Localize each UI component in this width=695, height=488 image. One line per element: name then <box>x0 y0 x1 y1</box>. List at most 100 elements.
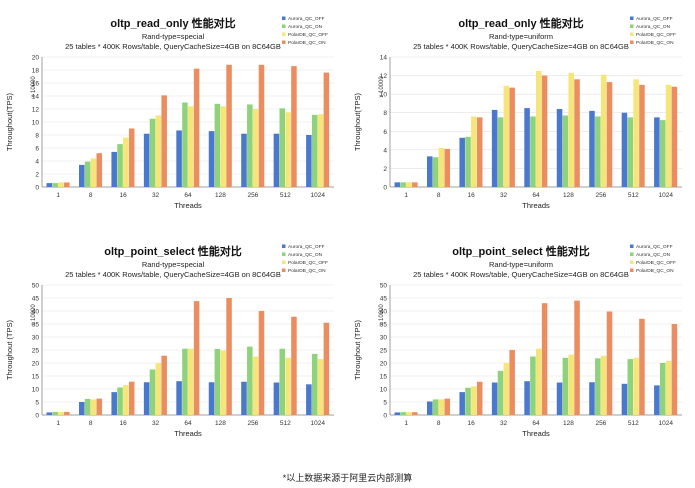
x-tick-label: 512 <box>628 420 639 427</box>
legend-label: PolarDB_QC_OFF <box>636 32 676 38</box>
y-tick-label: 10 <box>32 120 40 127</box>
bar-polardb-qc-off <box>406 412 412 415</box>
chart-subtitle-config: 25 tables * 400K Rows/table, QueryCacheS… <box>65 270 281 279</box>
bar-polardb-qc-off <box>252 356 259 415</box>
bar-polardb-qc-off <box>406 182 412 187</box>
footnote: *以上数据来源于阿里云内部测算 <box>282 473 413 483</box>
bar-aurora-qc-on <box>149 118 156 187</box>
legend-label: PolarDB_QC_ON <box>288 40 326 46</box>
x-tick-label: 256 <box>247 420 258 427</box>
x-tick-label: 8 <box>89 420 93 427</box>
chart-svg: oltp_point_select 性能对比Rand-type=special2… <box>5 244 334 438</box>
chart-subtitle-config: 25 tables * 400K Rows/table, QueryCacheS… <box>413 270 629 279</box>
bar-polardb-qc-on <box>323 322 330 415</box>
bar-polardb-qc-on <box>291 66 297 187</box>
legend-label: PolarDB_QC_OFF <box>288 32 328 38</box>
bar-polardb-qc-off <box>600 355 607 415</box>
legend-swatch <box>282 40 286 44</box>
bar-polardb-qc-off <box>90 399 97 415</box>
bar-aurora-qc-off <box>589 382 595 415</box>
y-tick-label: 10 <box>380 387 388 394</box>
bar-aurora-qc-on <box>182 102 188 187</box>
x-tick-label: 8 <box>437 420 441 427</box>
chart-subtitle-rand-type: Rand-type=special <box>142 32 205 41</box>
legend-swatch <box>630 260 634 264</box>
y-tick-label: 45 <box>32 296 40 303</box>
x-tick-label: 1024 <box>659 420 674 427</box>
bar-aurora-qc-on <box>562 115 569 187</box>
y-tick-label: 8 <box>383 110 387 117</box>
x-tick-label: 16 <box>119 420 127 427</box>
bar-polardb-qc-off <box>503 363 510 415</box>
chart-panel-read-only-special: oltp_read_only 性能对比 Rand-type=special 25 t… <box>0 10 347 235</box>
x-tick-label: 128 <box>563 192 574 199</box>
bar-aurora-qc-on <box>279 108 286 187</box>
bar-aurora-qc-on <box>627 117 634 187</box>
bar-polardb-qc-off <box>123 385 129 415</box>
bar-aurora-qc-on <box>311 353 318 415</box>
bar-aurora-qc-off <box>426 156 433 187</box>
bar-polardb-qc-on <box>574 300 580 415</box>
x-tick-label: 16 <box>467 192 475 199</box>
y-tick-label: 20 <box>380 361 388 368</box>
bar-polardb-qc-off <box>438 399 445 415</box>
y-tick-label: 10 <box>32 387 40 394</box>
legend-swatch <box>282 252 286 256</box>
bar-polardb-qc-on <box>161 355 167 415</box>
legend-swatch <box>630 252 634 256</box>
bar-polardb-qc-on <box>476 381 483 415</box>
bar-aurora-qc-on <box>432 157 439 187</box>
bar-polardb-qc-off <box>123 137 129 187</box>
y-tick-label: 14 <box>32 94 40 101</box>
bar-aurora-qc-off <box>273 382 280 415</box>
y-tick-label: 16 <box>32 81 40 88</box>
bar-aurora-qc-off <box>394 182 401 187</box>
x-tick-label: 64 <box>184 192 192 199</box>
y-tick-label: 40 <box>32 309 40 316</box>
bar-polardb-qc-off <box>220 350 226 415</box>
legend-swatch <box>630 32 634 36</box>
y-tick-label: 5 <box>383 400 387 407</box>
bar-polardb-qc-off <box>285 112 291 187</box>
legend-swatch <box>282 16 286 20</box>
bar-aurora-qc-off <box>654 385 660 415</box>
y-tick-label: 30 <box>32 335 40 342</box>
bar-aurora-qc-on <box>595 358 601 415</box>
legend-label: Aurora_QC_OFF <box>288 244 325 250</box>
bar-polardb-qc-off <box>90 158 97 187</box>
y-axis-unit: x 10000 <box>31 76 37 98</box>
legend-swatch <box>630 24 634 28</box>
y-tick-label: 15 <box>32 374 40 381</box>
x-tick-label: 256 <box>595 420 606 427</box>
bar-polardb-qc-off <box>188 106 194 187</box>
chart-title: oltp_read_only 性能对比 <box>458 16 583 30</box>
bar-polardb-qc-off <box>536 70 542 187</box>
x-tick-label: 512 <box>280 420 291 427</box>
legend-label: PolarDB_QC_OFF <box>636 260 676 266</box>
legend-swatch <box>282 260 286 264</box>
x-tick-label: 512 <box>280 192 291 199</box>
chart-title: oltp_point_select 性能对比 <box>452 244 590 258</box>
x-tick-label: 512 <box>628 192 639 199</box>
bar-polardb-qc-off <box>317 359 324 415</box>
y-tick-label: 35 <box>380 322 388 329</box>
bar-aurora-qc-on <box>627 359 634 415</box>
y-tick-label: 45 <box>380 296 388 303</box>
legend-label: Aurora_QC_ON <box>288 24 323 30</box>
bar-aurora-qc-on <box>52 411 58 415</box>
bar-aurora-qc-on <box>84 398 91 415</box>
bar-polardb-qc-off <box>58 182 64 187</box>
bar-polardb-qc-on <box>128 128 135 187</box>
legend-swatch <box>282 24 286 28</box>
y-tick-label: 50 <box>380 283 388 290</box>
y-tick-label: 4 <box>383 147 387 154</box>
x-tick-label: 1024 <box>659 192 674 199</box>
legend-label: Aurora_QC_ON <box>636 24 671 30</box>
bar-aurora-qc-off <box>556 109 563 187</box>
bar-polardb-qc-on <box>671 324 678 415</box>
legend-swatch <box>282 32 286 36</box>
bar-aurora-qc-on <box>247 104 253 187</box>
bar-aurora-qc-on <box>497 370 504 415</box>
bar-polardb-qc-off <box>665 84 672 187</box>
